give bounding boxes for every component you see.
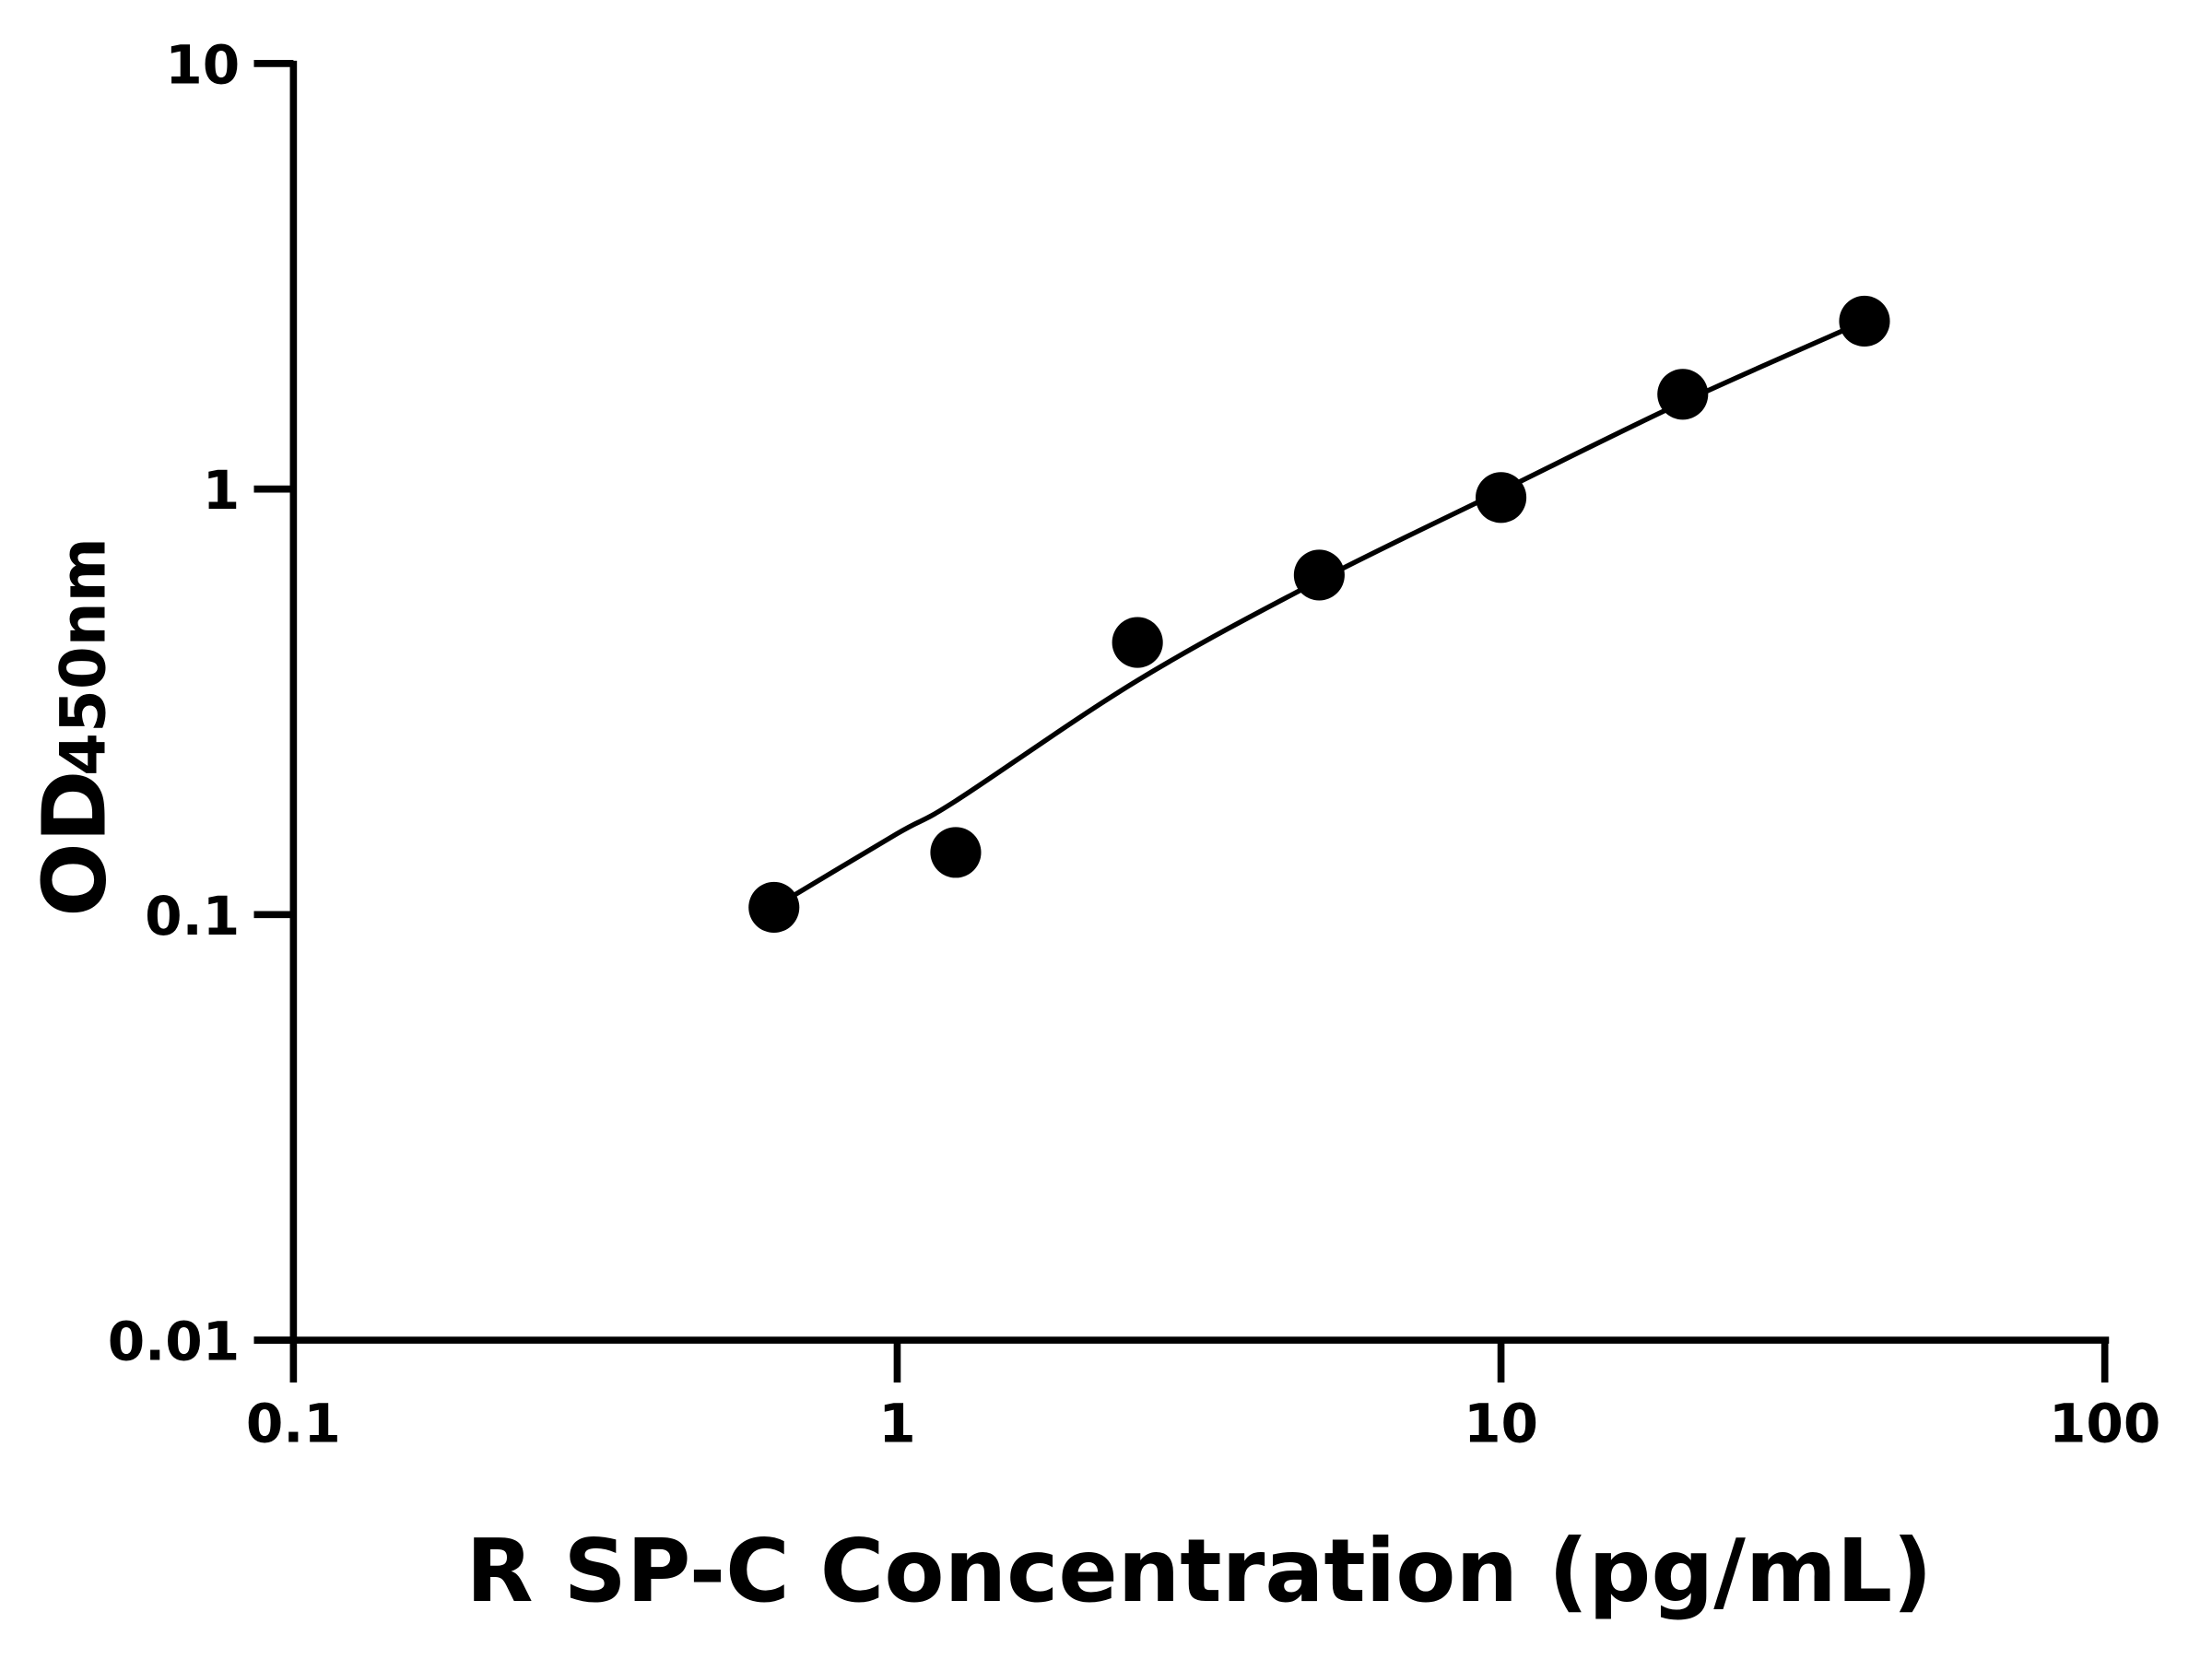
x-tick-label: 10 bbox=[1464, 1392, 1538, 1454]
y-tick-label: 1 bbox=[203, 459, 240, 522]
y-axis-label: OD 450nm bbox=[24, 537, 125, 917]
data-point bbox=[1293, 549, 1345, 601]
y-tick-label: 10 bbox=[165, 33, 240, 96]
axes bbox=[253, 60, 2110, 1344]
x-tick-label: 1 bbox=[878, 1392, 915, 1454]
data-point bbox=[930, 827, 982, 878]
data-point bbox=[748, 881, 800, 934]
data-point bbox=[1657, 369, 1709, 420]
data-point bbox=[1476, 472, 1527, 524]
data-point bbox=[1839, 295, 1890, 347]
y-tick-label: 0.1 bbox=[145, 885, 240, 947]
x-tick-label: 0.1 bbox=[246, 1392, 341, 1454]
y-tick-label: 0.01 bbox=[108, 1311, 241, 1373]
data-point bbox=[1112, 617, 1163, 668]
data-points-layer bbox=[748, 295, 1890, 934]
y-axis-label-main: OD bbox=[24, 770, 125, 916]
x-tick-label: 100 bbox=[2049, 1392, 2160, 1454]
x-axis-label: R SP-C Concentration (pg/mL) bbox=[465, 1521, 1932, 1622]
y-axis-label-sub: 450nm bbox=[46, 537, 119, 776]
